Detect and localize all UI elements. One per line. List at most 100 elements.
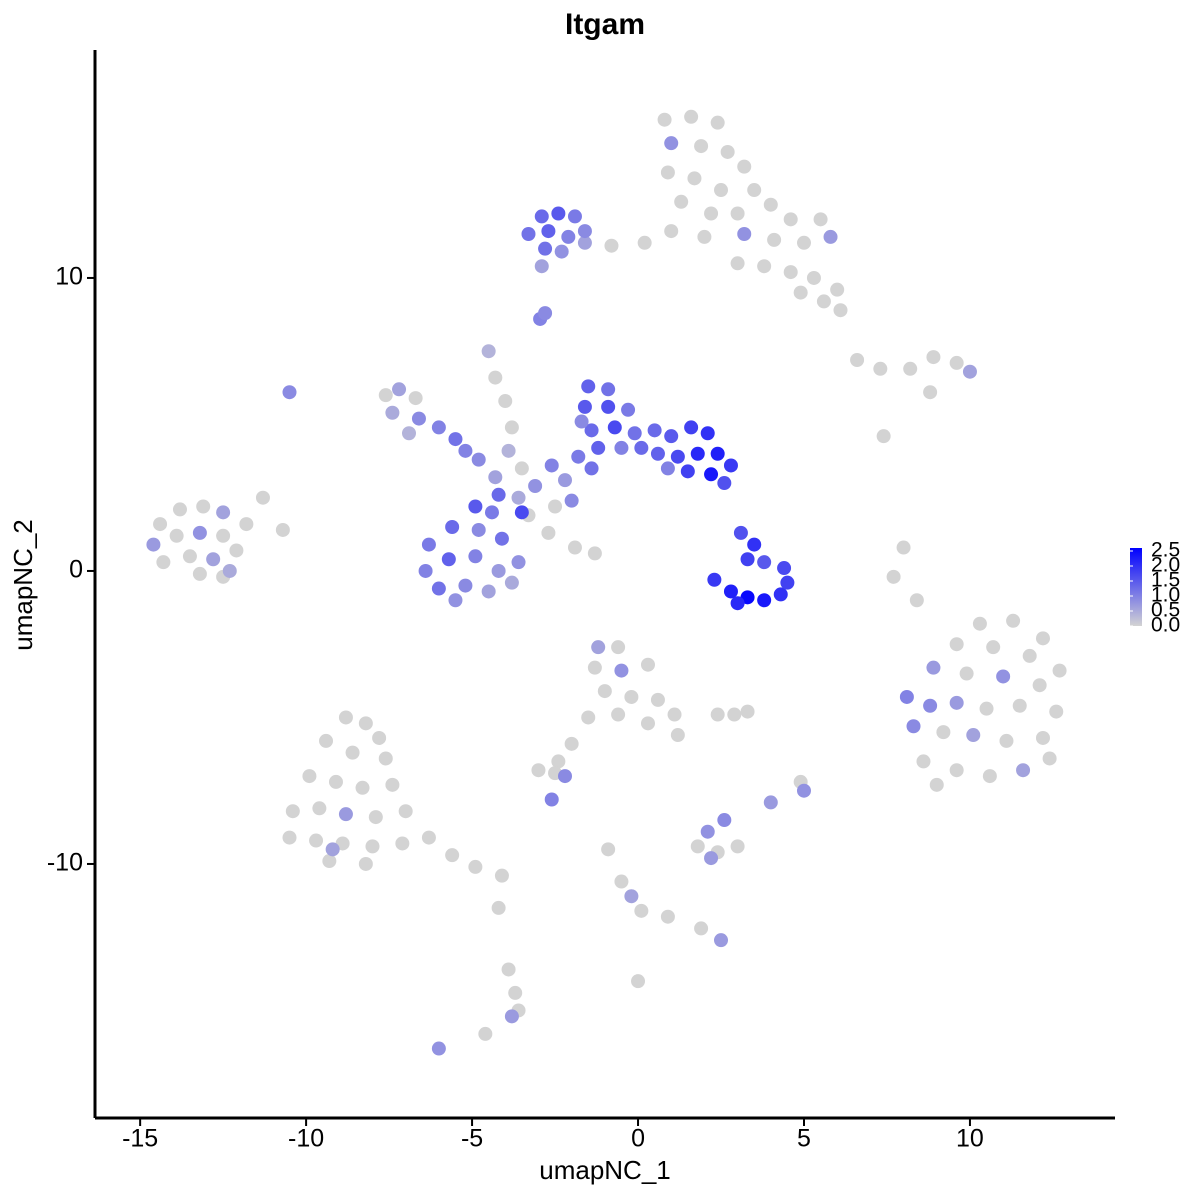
cell-point bbox=[541, 525, 556, 540]
cell-point bbox=[222, 563, 237, 578]
cell-point bbox=[478, 1026, 493, 1041]
cell-point bbox=[796, 235, 811, 250]
cell-point bbox=[740, 704, 755, 719]
cell-point bbox=[621, 402, 636, 417]
cell-point bbox=[1016, 763, 1031, 778]
cell-point bbox=[929, 777, 944, 792]
cell-point bbox=[206, 552, 221, 567]
cell-point bbox=[850, 352, 865, 367]
cell-point bbox=[365, 839, 380, 854]
cell-point bbox=[312, 801, 327, 816]
cell-point bbox=[723, 584, 738, 599]
cell-point bbox=[624, 689, 639, 704]
cell-point bbox=[508, 985, 523, 1000]
cell-point bbox=[468, 549, 483, 564]
cell-point bbox=[1012, 698, 1027, 713]
cell-point bbox=[710, 446, 725, 461]
cell-point bbox=[640, 716, 655, 731]
cell-point bbox=[445, 848, 460, 863]
cell-point bbox=[358, 856, 373, 871]
cell-point bbox=[431, 1041, 446, 1056]
cell-point bbox=[614, 440, 629, 455]
cell-point bbox=[385, 777, 400, 792]
cell-point bbox=[328, 774, 343, 789]
cell-point bbox=[558, 473, 573, 488]
cell-point bbox=[458, 443, 473, 458]
cell-point bbox=[484, 505, 499, 520]
cell-point bbox=[1032, 678, 1047, 693]
cell-point bbox=[979, 701, 994, 716]
cell-point bbox=[282, 385, 297, 400]
cell-point bbox=[899, 689, 914, 704]
cell-point bbox=[664, 429, 679, 444]
cell-point bbox=[192, 525, 207, 540]
cell-point bbox=[355, 780, 370, 795]
colorbar-tick-label: 2.0 bbox=[1151, 554, 1180, 577]
cell-point bbox=[876, 429, 891, 444]
cell-point bbox=[468, 499, 483, 514]
cell-point bbox=[949, 695, 964, 710]
cell-point bbox=[680, 464, 695, 479]
cell-point bbox=[1042, 751, 1057, 766]
cell-point bbox=[521, 227, 536, 242]
cell-point bbox=[282, 830, 297, 845]
cell-point bbox=[647, 423, 662, 438]
cell-point bbox=[421, 537, 436, 552]
cell-point bbox=[627, 426, 642, 441]
cell-point bbox=[690, 839, 705, 854]
cell-point bbox=[607, 420, 622, 435]
cell-point bbox=[255, 490, 270, 505]
cell-point bbox=[538, 306, 553, 321]
cell-point bbox=[309, 833, 324, 848]
cell-point bbox=[730, 206, 745, 221]
cell-point bbox=[694, 921, 709, 936]
cell-point bbox=[923, 698, 938, 713]
cell-point bbox=[684, 420, 699, 435]
cell-point bbox=[216, 528, 231, 543]
x-tick-label: -15 bbox=[122, 1125, 158, 1153]
cell-point bbox=[338, 807, 353, 822]
cell-point bbox=[587, 546, 602, 561]
cell-point bbox=[664, 136, 679, 151]
cell-point bbox=[670, 449, 685, 464]
cell-point bbox=[611, 640, 626, 655]
cell-point bbox=[949, 637, 964, 652]
cell-point bbox=[561, 229, 576, 244]
cell-point bbox=[504, 420, 519, 435]
cell-point bbox=[999, 733, 1014, 748]
cell-point bbox=[196, 499, 211, 514]
cell-point bbox=[640, 657, 655, 672]
cell-point bbox=[302, 769, 317, 784]
cell-point bbox=[966, 728, 981, 743]
cell-point bbox=[577, 224, 592, 239]
cell-point bbox=[448, 432, 463, 447]
cell-point bbox=[763, 795, 778, 810]
cell-point bbox=[385, 405, 400, 420]
cell-point bbox=[986, 640, 1001, 655]
cell-point bbox=[684, 109, 699, 124]
cell-point bbox=[783, 265, 798, 280]
cell-point bbox=[697, 229, 712, 244]
cell-point bbox=[325, 842, 340, 857]
cell-point bbox=[631, 974, 646, 989]
cell-point bbox=[494, 868, 509, 883]
cell-point bbox=[611, 707, 626, 722]
cell-point bbox=[584, 423, 599, 438]
cell-point bbox=[597, 684, 612, 699]
cell-point bbox=[730, 596, 745, 611]
cell-point bbox=[153, 517, 168, 532]
cell-point bbox=[601, 382, 616, 397]
chart-title: Itgam bbox=[565, 8, 645, 41]
cell-point bbox=[700, 426, 715, 441]
cell-point bbox=[650, 692, 665, 707]
cell-point bbox=[704, 206, 719, 221]
cell-point bbox=[972, 616, 987, 631]
cell-point bbox=[690, 446, 705, 461]
cell-point bbox=[737, 159, 752, 174]
cell-point bbox=[906, 719, 921, 734]
cell-point bbox=[660, 461, 675, 476]
cell-point bbox=[796, 783, 811, 798]
x-tick-label: -10 bbox=[288, 1125, 324, 1153]
cell-point bbox=[909, 593, 924, 608]
cell-point bbox=[614, 663, 629, 678]
